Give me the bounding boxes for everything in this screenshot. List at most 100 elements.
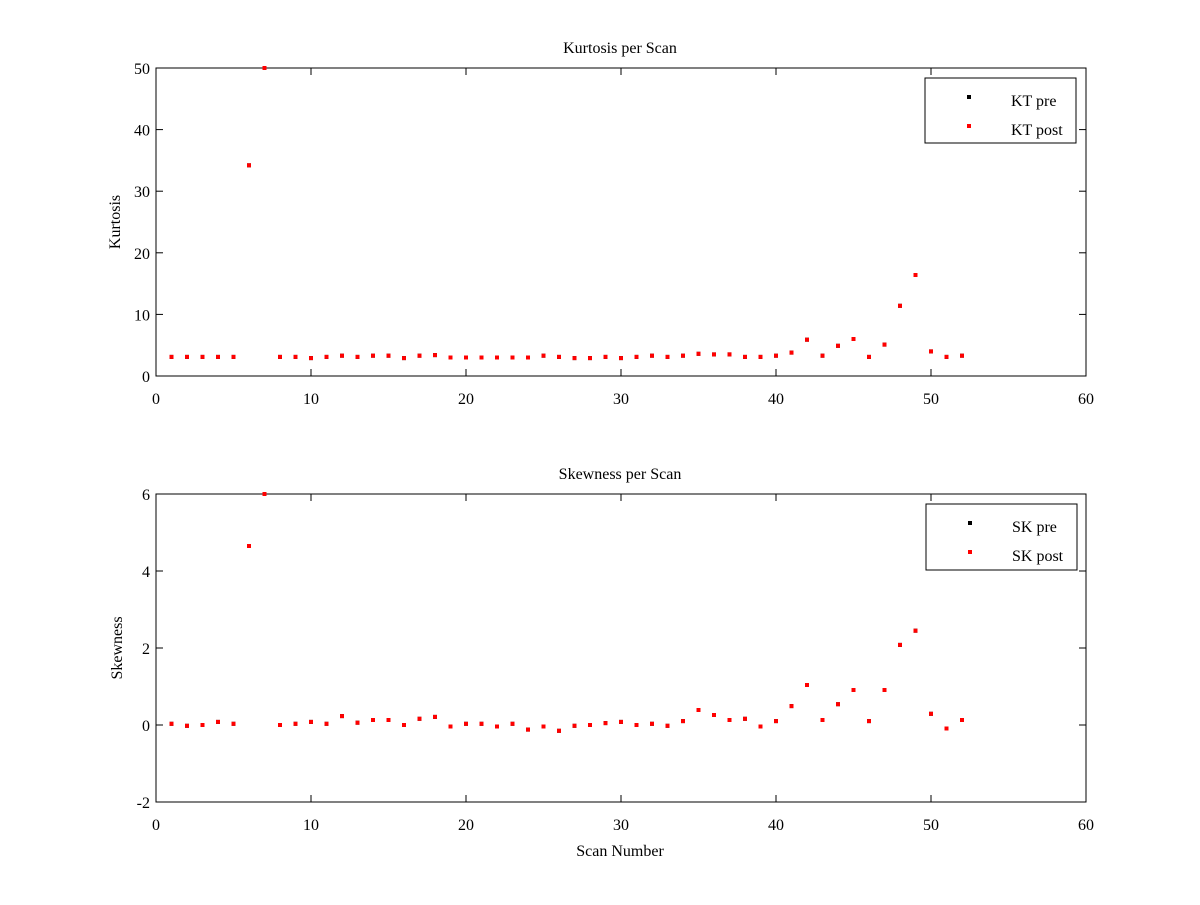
legend: KT pre KT post [924,77,1077,144]
data-point [619,719,623,724]
x-tick-label: 60 [1078,817,1094,834]
data-point [913,628,918,633]
data-point [851,688,856,692]
data-point [541,353,546,358]
legend-marker-pre [967,95,971,99]
y-tick-label: -2 [137,795,150,812]
data-point [929,349,933,354]
data-point [309,356,313,361]
legend-marker-post [968,550,972,554]
axis-ticks [155,493,1087,803]
x-tick-label: 0 [152,391,160,408]
data-point [789,704,794,709]
data-point [464,355,468,360]
data-point [526,727,530,732]
y-tick-label: 10 [134,307,150,324]
data-point [619,356,623,361]
data-point [200,354,205,359]
data-point [743,354,747,359]
y-tick-label: 20 [134,246,150,263]
x-axis-label: Scan Number [576,843,664,860]
data-point [262,66,267,70]
data-point [588,356,592,361]
data-point [278,354,282,359]
data-point [293,721,298,726]
data-point [712,713,716,717]
y-tick-label: 30 [134,184,150,201]
y-axis-label: Kurtosis [107,195,124,249]
data-point [479,355,484,360]
data-point [495,355,499,360]
kurtosis-plot: Kurtosis per Scan 0 10 20 30 40 50 60 0 10 20 30 4… [107,40,1094,408]
legend-label-pre: SK pre [1012,519,1057,536]
y-tick-labels: 0 10 20 30 40 50 [134,61,150,386]
data-point [200,723,205,727]
x-tick-label: 20 [458,391,474,408]
data-point [805,337,809,342]
data-point [402,723,406,727]
x-tick-label: 0 [152,817,160,834]
data-point [293,354,298,359]
data-point [650,721,654,726]
data-point [185,723,189,728]
series-post [169,66,964,361]
x-tick-label: 50 [923,391,939,408]
y-axis-label: Skewness [109,616,126,679]
series-post [169,492,964,733]
data-point [185,354,189,359]
data-point [557,728,561,733]
x-tick-label: 10 [303,817,319,834]
plot-title: Skewness per Scan [559,466,682,483]
data-point [216,719,220,724]
data-point [309,719,313,724]
y-tick-label: 0 [142,369,150,386]
data-point [867,719,871,724]
data-point [743,716,747,721]
data-point [867,354,871,359]
data-point [557,354,561,359]
data-point [634,354,639,359]
x-tick-labels: 0 10 20 30 40 50 60 [152,391,1094,408]
data-point [324,721,329,726]
legend: SK pre SK post [925,503,1078,571]
data-point [262,492,267,496]
legend-box [924,77,1077,144]
y-tick-label: 6 [142,487,150,504]
x-tick-label: 40 [768,817,784,834]
data-point [355,354,360,359]
data-point [340,353,344,358]
data-point [913,273,918,277]
data-point [758,354,763,359]
legend-label-pre: KT pre [1011,93,1056,110]
data-point [851,337,856,341]
data-point [603,354,608,359]
data-point [588,723,592,727]
data-point [882,688,887,692]
y-tick-labels: -2 0 2 4 6 [137,487,150,812]
data-point [402,356,406,361]
data-point [960,353,964,358]
x-tick-label: 30 [613,391,629,408]
data-point [820,353,825,358]
data-point [216,354,220,359]
data-point [386,718,391,722]
data-point [712,352,716,357]
data-point [386,353,391,358]
data-point [541,724,546,729]
data-point [665,723,670,728]
data-point [696,708,701,712]
data-point [169,721,174,726]
data-point [510,721,515,726]
data-point [882,342,887,347]
data-point [371,353,375,358]
data-point [510,355,515,360]
data-point [758,724,763,729]
y-tick-label: 40 [134,123,150,140]
data-point [572,356,577,361]
y-tick-label: 0 [142,718,150,735]
data-point [371,718,375,722]
data-point [898,642,902,647]
